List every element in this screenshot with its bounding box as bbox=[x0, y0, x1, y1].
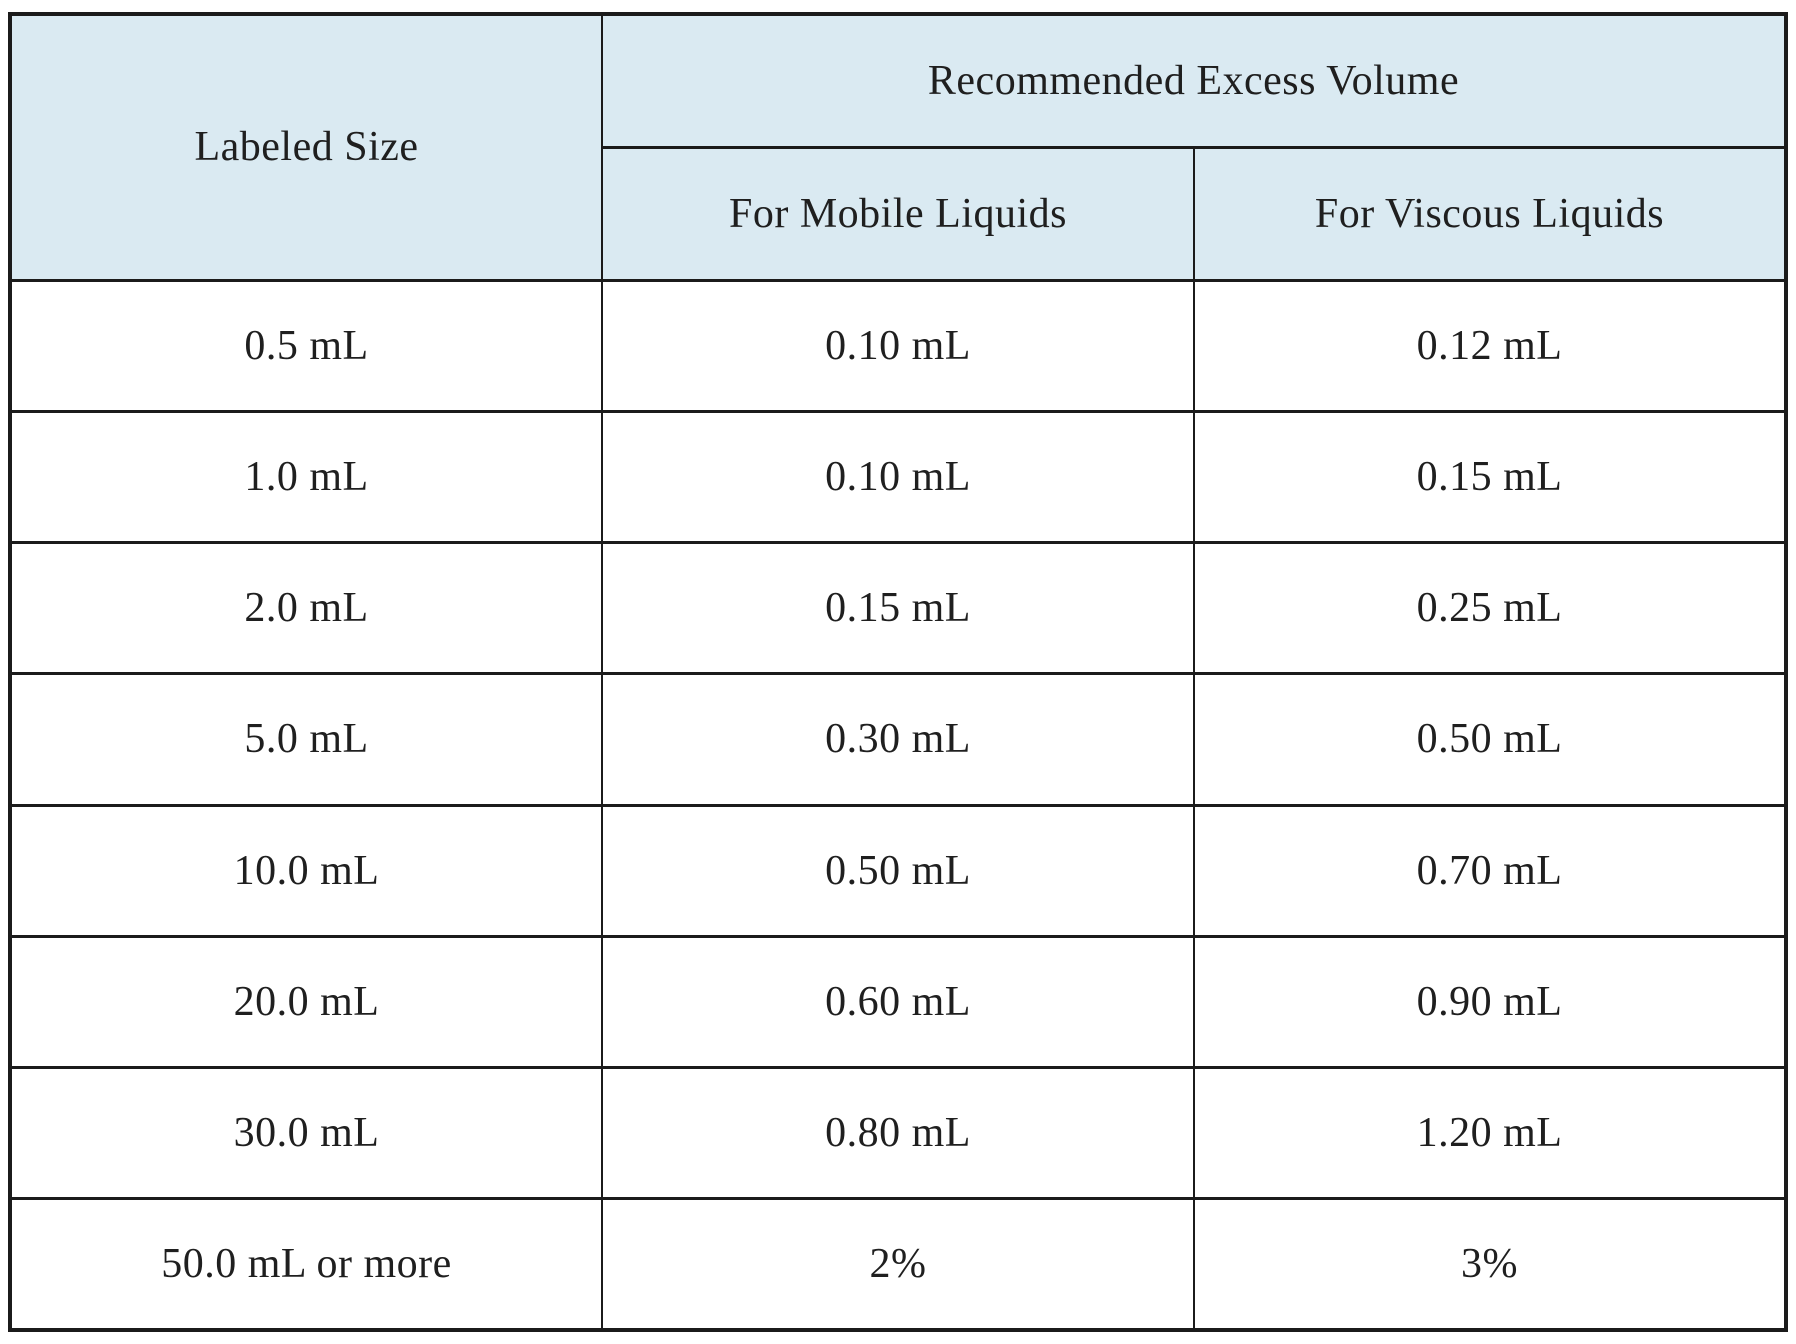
cell-viscous-liquids: 0.15 mL bbox=[1193, 409, 1787, 545]
cell-mobile-liquids: 0.10 mL bbox=[601, 278, 1195, 413]
cell-labeled-size: 20.0 mL bbox=[9, 934, 603, 1070]
cell-labeled-size: 5.0 mL bbox=[9, 672, 603, 807]
cell-mobile-liquids: 0.10 mL bbox=[601, 409, 1195, 545]
header-group-recommended-excess-volume: Recommended Excess Volume bbox=[601, 12, 1787, 149]
cell-viscous-liquids: 3% bbox=[1193, 1197, 1787, 1332]
cell-viscous-liquids: 1.20 mL bbox=[1193, 1065, 1787, 1201]
cell-mobile-liquids: 0.80 mL bbox=[601, 1065, 1195, 1201]
excess-volume-table-container: Labeled Size Recommended Excess Volume F… bbox=[8, 12, 1788, 1332]
table-row: 50.0 mL or more 2% 3% bbox=[9, 1197, 1787, 1332]
cell-viscous-liquids: 0.25 mL bbox=[1193, 540, 1787, 676]
cell-viscous-liquids: 0.70 mL bbox=[1193, 803, 1787, 938]
cell-viscous-liquids: 0.12 mL bbox=[1193, 278, 1787, 413]
header-labeled-size: Labeled Size bbox=[9, 12, 603, 282]
header-viscous-liquids: For Viscous Liquids bbox=[1193, 145, 1787, 282]
cell-labeled-size: 10.0 mL bbox=[9, 803, 603, 938]
header-mobile-liquids: For Mobile Liquids bbox=[601, 145, 1195, 282]
cell-viscous-liquids: 0.50 mL bbox=[1193, 672, 1787, 807]
table-row: 1.0 mL 0.10 mL 0.15 mL bbox=[9, 409, 1787, 545]
cell-mobile-liquids: 0.30 mL bbox=[601, 672, 1195, 807]
cell-labeled-size: 0.5 mL bbox=[9, 278, 603, 413]
header-row-subcolumns: For Mobile Liquids For Viscous Liquids bbox=[10, 145, 1787, 282]
excess-volume-table: Labeled Size Recommended Excess Volume F… bbox=[8, 12, 1788, 1332]
table-row: 30.0 mL 0.80 mL 1.20 mL bbox=[9, 1065, 1787, 1201]
table-row: 10.0 mL 0.50 mL 0.70 mL bbox=[9, 803, 1787, 938]
cell-mobile-liquids: 0.60 mL bbox=[601, 934, 1195, 1070]
cell-mobile-liquids: 0.50 mL bbox=[601, 803, 1195, 938]
cell-viscous-liquids: 0.90 mL bbox=[1193, 934, 1787, 1070]
cell-labeled-size: 1.0 mL bbox=[9, 409, 603, 545]
table-row: 0.5 mL 0.10 mL 0.12 mL bbox=[9, 278, 1787, 413]
header-row-group: Labeled Size Recommended Excess Volume bbox=[9, 12, 1787, 282]
table-row: 20.0 mL 0.60 mL 0.90 mL bbox=[9, 934, 1787, 1070]
cell-labeled-size: 30.0 mL bbox=[9, 1065, 603, 1201]
cell-labeled-size: 50.0 mL or more bbox=[9, 1197, 603, 1332]
table-row: 2.0 mL 0.15 mL 0.25 mL bbox=[9, 540, 1787, 676]
table-row: 5.0 mL 0.30 mL 0.50 mL bbox=[9, 672, 1787, 807]
cell-labeled-size: 2.0 mL bbox=[9, 540, 603, 676]
cell-mobile-liquids: 2% bbox=[601, 1197, 1195, 1332]
cell-mobile-liquids: 0.15 mL bbox=[601, 540, 1195, 676]
